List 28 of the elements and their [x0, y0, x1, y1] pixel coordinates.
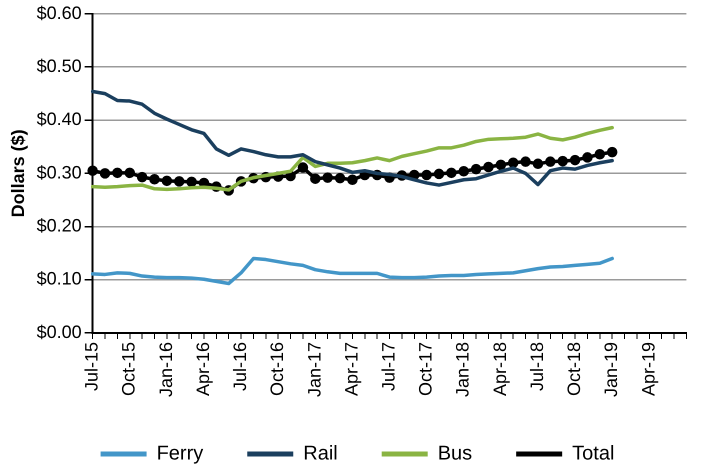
- x-tick-label: Jan-16: [156, 342, 176, 398]
- y-tick-label: $0.40: [36, 109, 82, 130]
- x-tick-label: Oct-18: [564, 342, 584, 396]
- legend-label: Total: [572, 442, 614, 465]
- x-tick-label: Jul-15: [82, 342, 102, 391]
- x-tick-label: Jul-17: [378, 342, 398, 391]
- y-tick-label: $0.60: [36, 2, 82, 23]
- x-tick-label: Apr-16: [192, 342, 213, 396]
- y-tick-label: $0.10: [36, 268, 82, 289]
- legend-label: Ferry: [156, 442, 204, 465]
- x-tick-label: Apr-17: [341, 342, 362, 396]
- x-tick-label: Jan-19: [601, 342, 622, 398]
- legend-label: Bus: [438, 442, 472, 465]
- x-tick-label: Apr-19: [638, 342, 658, 396]
- x-tick-label: Jul-18: [526, 342, 547, 391]
- y-tick-label: $0.20: [36, 216, 82, 236]
- y-tick-label: $0.30: [36, 162, 82, 182]
- x-tick-label: Jan-17: [304, 342, 324, 398]
- x-tick-label: Jan-18: [452, 342, 473, 398]
- y-tick-label: $0.00: [36, 322, 82, 342]
- x-tick-label: Jul-16: [230, 342, 250, 391]
- legend-label: Rail: [303, 442, 338, 465]
- x-tick-label: Oct-17: [416, 342, 436, 396]
- y-tick-label: $0.50: [36, 56, 82, 76]
- y-axis-title: Dollars ($): [8, 129, 28, 218]
- x-tick-label: Oct-15: [118, 342, 139, 396]
- x-tick-label: Oct-16: [267, 342, 288, 396]
- x-tick-label: Apr-18: [490, 342, 510, 396]
